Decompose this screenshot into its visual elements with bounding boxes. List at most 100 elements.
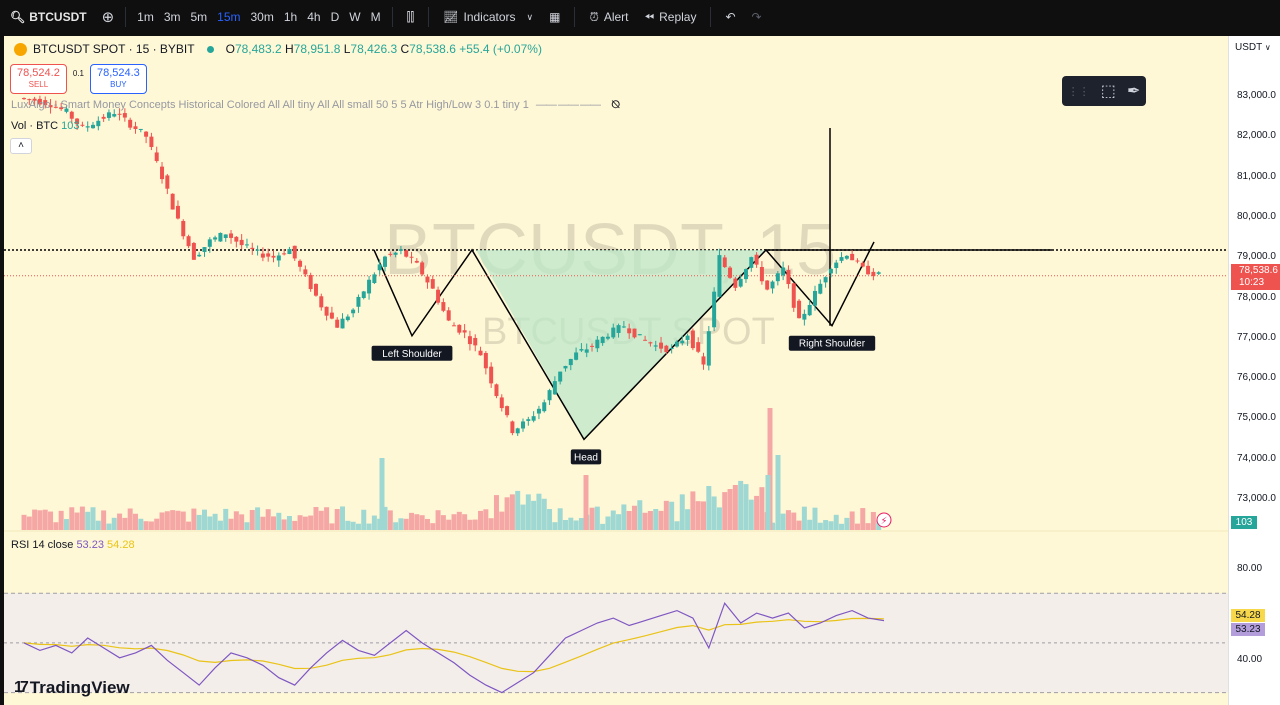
timeframe-5m[interactable]: 5m	[190, 10, 208, 24]
chart-canvas[interactable]: BTCUSDT, 15 BTCUSDT SPOT Left ShoulderHe…	[4, 36, 1228, 705]
head-shoulders-pattern[interactable]: Left Shoulder Head Right Shoulder ⚡	[4, 128, 1228, 528]
candle	[154, 146, 159, 163]
brush-icon[interactable]: ✒︎	[1127, 83, 1141, 100]
currency-selector[interactable]: USDT ∨	[1235, 42, 1271, 53]
volume-bar	[249, 509, 255, 530]
candle	[138, 128, 143, 133]
timeframe-M[interactable]: M	[370, 10, 381, 24]
timeframe-1h[interactable]: 1h	[283, 10, 298, 24]
price-label: 79,000.0	[1237, 251, 1276, 263]
volume-bar	[562, 519, 568, 530]
candle	[621, 321, 626, 329]
currency-label: USDT	[1235, 42, 1263, 53]
volume-bar	[159, 512, 165, 530]
timeframe-4h[interactable]: 4h	[307, 10, 321, 24]
candle	[292, 245, 297, 261]
volume-bar	[817, 522, 823, 530]
candle	[37, 95, 42, 106]
volume-bar	[212, 513, 218, 530]
alert-label: Alert	[603, 10, 629, 24]
candle	[149, 132, 154, 151]
volume-bar	[839, 523, 845, 530]
candle	[202, 247, 207, 257]
volume-bar	[870, 511, 876, 530]
candle	[260, 247, 265, 262]
sell-price: 78,524.2	[17, 67, 60, 79]
compare-add-button[interactable]: ⊕	[97, 0, 120, 34]
undo-button[interactable]: ↶	[717, 0, 743, 34]
volume-bar	[669, 501, 675, 530]
timeframe-1m[interactable]: 1m	[137, 10, 154, 24]
candle	[505, 405, 510, 418]
layouts-button[interactable]: ▦	[541, 0, 568, 34]
volume-bar	[573, 520, 579, 530]
sell-button[interactable]: 78,524.2 SELL	[10, 64, 67, 94]
volume-bar	[754, 495, 760, 530]
chart-pane[interactable]: BTCUSDT, 15 BTCUSDT SPOT Left ShoulderHe…	[4, 36, 1228, 705]
indicators-label: Indicators	[463, 10, 516, 24]
volume-bar	[685, 509, 691, 530]
volume-bar	[621, 504, 627, 530]
pattern-label[interactable]: Left Shoulder	[371, 345, 453, 361]
volume-label: Vol · BTC	[11, 120, 59, 132]
volume-bar	[631, 505, 637, 530]
indicators-icon: 📈︎	[443, 10, 459, 24]
volume-bar	[462, 514, 468, 530]
volume-bar	[265, 509, 271, 530]
drag-handle-icon[interactable]: ⋮⋮	[1067, 85, 1090, 98]
volume-bar	[79, 506, 85, 530]
last-price: 78,538.6	[1239, 265, 1278, 276]
candle	[473, 334, 478, 352]
candle	[282, 248, 287, 256]
candle	[351, 308, 356, 318]
collapse-legend-button[interactable]: ˄	[10, 138, 32, 154]
volume-bar	[180, 511, 186, 530]
alert-button[interactable]: ⏰︎ Alert	[581, 0, 636, 34]
volume-bar	[743, 484, 749, 530]
redo-button[interactable]: ↷	[744, 0, 770, 34]
buy-button[interactable]: 78,524.3 BUY	[89, 64, 147, 94]
volume-bar	[493, 495, 499, 530]
volume-bar	[812, 507, 818, 530]
rectangle-select-icon[interactable]: ⬚	[1100, 83, 1116, 100]
pattern-outline[interactable]	[373, 241, 875, 441]
smc-indicator-legend[interactable]: LuxAlgo - Smart Money Concepts Historica…	[11, 99, 620, 112]
timeframe-W[interactable]: W	[349, 10, 361, 24]
candle	[48, 99, 53, 114]
replay-button[interactable]: ⏪︎ Replay	[637, 0, 705, 34]
candle	[398, 245, 403, 255]
volume-bar	[483, 509, 489, 530]
candle	[749, 256, 754, 272]
candle	[335, 317, 340, 328]
volume-bar	[355, 523, 361, 530]
symbol-search[interactable]: 🔍︎ BTCUSDT	[0, 0, 97, 34]
divider	[125, 7, 127, 27]
volume-bar	[770, 522, 776, 530]
eye-hidden-icon[interactable]: ⦰	[611, 99, 620, 111]
pattern-label[interactable]: Right Shoulder	[788, 335, 876, 351]
lightning-icon[interactable]: ⚡	[876, 512, 892, 528]
volume-bar	[637, 500, 643, 530]
tradingview-logo[interactable]: 17 TradingView	[14, 678, 130, 698]
volume-bar	[21, 514, 27, 530]
timeframe-3m[interactable]: 3m	[163, 10, 181, 24]
timeframe-D[interactable]: D	[330, 10, 340, 24]
chart-type-button[interactable]: ⫿⫿	[399, 0, 423, 34]
volume-bar	[217, 520, 223, 530]
indicators-button[interactable]: 📈︎ Indicators ∨	[435, 0, 541, 34]
candle	[266, 248, 271, 262]
volume-bar	[419, 515, 425, 530]
volume-bar	[589, 507, 595, 530]
volume-bar	[281, 519, 287, 530]
timeframe-30m[interactable]: 30m	[250, 10, 274, 24]
candle	[436, 286, 441, 305]
pattern-label[interactable]: Head	[570, 449, 602, 465]
candle	[781, 261, 786, 281]
timeframe-15m[interactable]: 15m	[217, 10, 241, 24]
volume-bar	[647, 510, 653, 530]
volume-bar	[823, 520, 829, 530]
volume-bar	[785, 510, 791, 530]
price-label: 82,000.0	[1237, 130, 1276, 142]
price-scale[interactable]: USDT ∨ 83,000.0 82,000.0 81,000.0 80,000.0 7…	[1228, 36, 1280, 705]
price-label: 73,000.0	[1237, 493, 1276, 504]
